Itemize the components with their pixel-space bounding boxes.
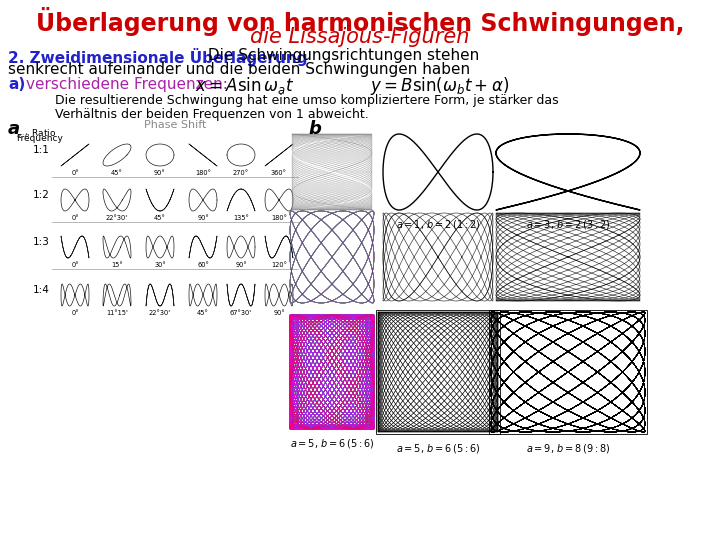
Text: 1:1: 1:1 bbox=[33, 145, 50, 155]
Text: 1:4: 1:4 bbox=[33, 285, 50, 295]
Text: $a=9,\,b=8\,(9{:}8)$: $a=9,\,b=8\,(9{:}8)$ bbox=[526, 442, 611, 455]
Text: $a=5,\,b=6\,(5{:}6)$: $a=5,\,b=6\,(5{:}6)$ bbox=[289, 437, 374, 450]
Text: $a=3,\,b=2\,(3{:}2)$: $a=3,\,b=2\,(3{:}2)$ bbox=[526, 218, 611, 231]
Text: Die resultierende Schwingung hat eine umso kompliziertere Form, je stärker das: Die resultierende Schwingung hat eine um… bbox=[55, 94, 559, 107]
Text: Verhältnis der beiden Frequenzen von 1 abweicht.: Verhältnis der beiden Frequenzen von 1 a… bbox=[55, 108, 369, 121]
Text: 360°: 360° bbox=[271, 170, 287, 176]
Text: 90°: 90° bbox=[197, 215, 209, 221]
Text: $_{a:b}$ Ratio: $_{a:b}$ Ratio bbox=[16, 127, 56, 139]
Text: $a=5,\,b=6\,(5{:}6)$: $a=5,\,b=6\,(5{:}6)$ bbox=[395, 442, 480, 455]
Text: 15°: 15° bbox=[111, 262, 123, 268]
Text: 45°: 45° bbox=[197, 310, 209, 316]
Text: 90°: 90° bbox=[154, 170, 166, 176]
Text: die Lissajous-Figuren: die Lissajous-Figuren bbox=[251, 27, 469, 47]
Text: $y = B\sin(\omega_b t + \alpha)$: $y = B\sin(\omega_b t + \alpha)$ bbox=[370, 75, 509, 97]
Text: Frequency: Frequency bbox=[16, 134, 63, 143]
Text: 180°: 180° bbox=[195, 170, 211, 176]
Text: 1:2: 1:2 bbox=[33, 190, 50, 200]
Text: a: a bbox=[8, 120, 20, 138]
Text: 30°: 30° bbox=[154, 262, 166, 268]
Text: 11°15': 11°15' bbox=[106, 310, 128, 316]
Bar bbox=[376, 310, 500, 434]
Text: 45°: 45° bbox=[111, 170, 123, 176]
Text: 90°: 90° bbox=[235, 262, 247, 268]
Text: b: b bbox=[308, 120, 321, 138]
Bar bbox=[489, 310, 647, 434]
Text: senkrecht aufeinander und die beiden Schwingungen haben: senkrecht aufeinander und die beiden Sch… bbox=[8, 62, 470, 77]
Text: verschiedene Frequenzen:: verschiedene Frequenzen: bbox=[26, 77, 228, 92]
Text: 120°: 120° bbox=[271, 262, 287, 268]
Text: $x = A\sin\omega_a t$: $x = A\sin\omega_a t$ bbox=[195, 75, 294, 96]
Text: a): a) bbox=[8, 77, 25, 92]
Text: 90°: 90° bbox=[273, 310, 285, 316]
Text: 0°: 0° bbox=[71, 262, 78, 268]
Text: 45°: 45° bbox=[154, 215, 166, 221]
Text: 2. Zweidimensionale Überlagerung: 2. Zweidimensionale Überlagerung bbox=[8, 48, 307, 66]
Text: 0°: 0° bbox=[71, 215, 78, 221]
Text: 22°30': 22°30' bbox=[149, 310, 171, 316]
Text: 1:3: 1:3 bbox=[33, 237, 50, 247]
Text: Die Schwingungsrichtungen stehen: Die Schwingungsrichtungen stehen bbox=[203, 48, 480, 63]
Text: Überlagerung von harmonischen Schwingungen,: Überlagerung von harmonischen Schwingung… bbox=[36, 7, 684, 36]
Text: 60°: 60° bbox=[197, 262, 209, 268]
Text: $a=1,\,b=2\,(1{:}2)$: $a=1,\,b=2\,(1{:}2)$ bbox=[395, 218, 480, 231]
Text: 180°: 180° bbox=[271, 215, 287, 221]
Text: 270°: 270° bbox=[233, 170, 249, 176]
Text: 135°: 135° bbox=[233, 215, 249, 221]
Text: Phase Shift: Phase Shift bbox=[144, 120, 206, 130]
Text: 0°: 0° bbox=[71, 310, 78, 316]
Text: 67°30': 67°30' bbox=[230, 310, 252, 316]
Text: 0°: 0° bbox=[71, 170, 78, 176]
Text: 22°30': 22°30' bbox=[106, 215, 128, 221]
